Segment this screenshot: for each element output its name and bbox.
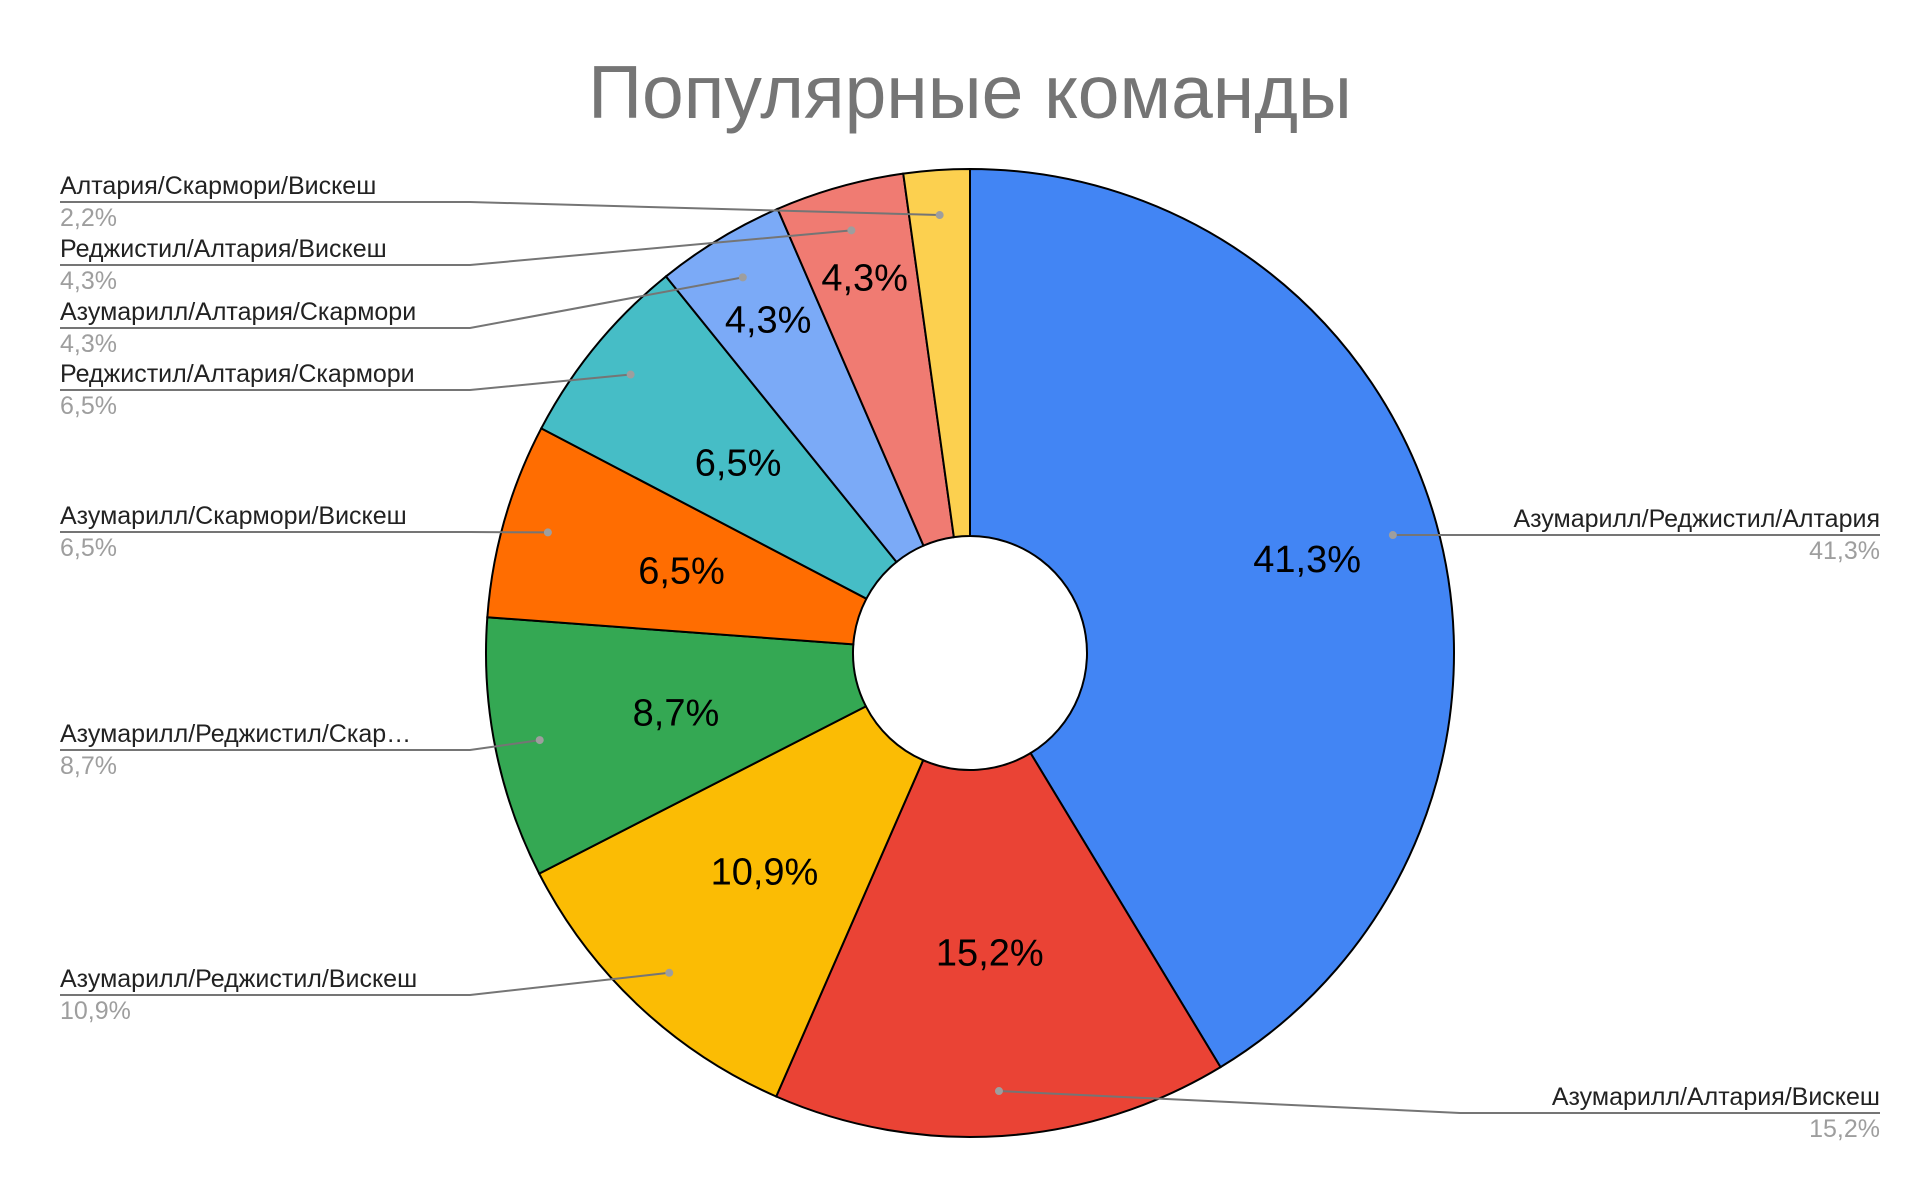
callout-series-value: 4,3%	[60, 267, 117, 295]
callout-series-name: Азумарилл/Реджистил/Вискеш	[60, 965, 417, 993]
slice-labels: 41,3% 15,2% 10,9% 8,7% 6,5% 6,5% 4,3%4,3%	[633, 258, 1361, 975]
pie-slice	[486, 426, 868, 646]
callout-series-value: 15,2%	[1809, 1115, 1880, 1143]
callout-series-name: Азумарилл/Реджистил/Алтария	[1513, 505, 1880, 533]
callout-series-value: 4,3%	[60, 330, 117, 358]
leader-line	[60, 739, 540, 751]
leader-dot	[847, 226, 856, 235]
leader-line	[60, 201, 940, 217]
slice-percent-label: 4,3%	[725, 299, 812, 341]
pie-slice	[537, 704, 925, 1098]
callout-series-name: Реджистил/Алтария/Вискеш	[60, 235, 387, 263]
callout-series-value: 8,7%	[60, 752, 117, 780]
callout-series-name: Азумарилл/Алтария/Вискеш	[1552, 1083, 1880, 1111]
callout-leaders	[60, 201, 1880, 1114]
slice-percent-label: 15,2%	[936, 932, 1044, 974]
callout-series-value: 41,3%	[1809, 537, 1880, 565]
leader-dot	[935, 211, 944, 220]
leader-dot	[994, 1087, 1003, 1096]
pie-slice	[485, 616, 868, 875]
callout-series-name: Реджистил/Алтария/Скармори	[60, 360, 415, 388]
pie-slice	[774, 751, 1222, 1138]
leader-dot	[1388, 531, 1397, 540]
callout-series-value: 2,2%	[60, 204, 117, 232]
slice-percent-label: 41,3%	[1253, 539, 1361, 581]
leader-dot	[543, 528, 552, 537]
slice-percent-label: 6,5%	[695, 443, 782, 485]
callout-labels: Азумарилл/Реджистил/Алтария 41,3% Азумарил…	[60, 172, 1880, 1143]
callout-series-name: Алтария/Скармори/Вискеш	[60, 172, 376, 200]
leader-line	[60, 971, 670, 996]
callout-series-name: Азумарилл/Алтария/Скармори	[60, 298, 416, 326]
callout-series-value: 10,9%	[60, 997, 131, 1025]
pie-slice	[969, 167, 1455, 1069]
leader-dot	[738, 273, 747, 282]
chart-title: Популярные команды	[588, 50, 1352, 134]
slice-percent-label: 10,9%	[711, 852, 819, 894]
leader-line	[60, 276, 743, 329]
callout-series-value: 6,5%	[60, 534, 117, 562]
callout-series-name: Азумарилл/Скармори/Вискеш	[60, 502, 407, 530]
pie-slice	[539, 275, 898, 601]
leader-line	[998, 1090, 1880, 1114]
leader-dot	[626, 370, 635, 379]
leader-dot	[535, 736, 544, 745]
callout-series-value: 6,5%	[60, 392, 117, 420]
slice-percent-label: 4,3%	[821, 258, 908, 300]
leader-line	[60, 229, 852, 266]
pie-slices	[485, 167, 1455, 1138]
slice-percent-label: 8,7%	[633, 693, 720, 735]
leader-dot	[665, 968, 674, 977]
slice-percent-label: 6,5%	[638, 551, 725, 593]
leader-line	[60, 373, 631, 391]
pie-slice	[902, 167, 971, 539]
callout-series-name: Азумарилл/Реджистил/Скар…	[60, 720, 411, 748]
